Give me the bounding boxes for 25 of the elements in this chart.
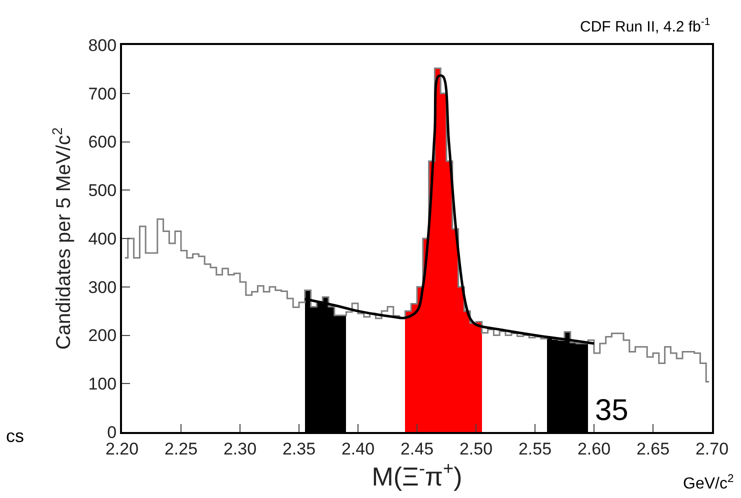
y-tick-label: 400 <box>88 229 117 248</box>
x-tick-label: 2.45 <box>400 439 434 458</box>
x-tick-label: 2.50 <box>459 439 493 458</box>
annotation: 35 <box>595 394 628 427</box>
x-tick-label: 2.70 <box>695 439 729 458</box>
x-tick-label: 2.65 <box>636 439 670 458</box>
x-tick-label: 2.40 <box>341 439 375 458</box>
y-tick-label: 700 <box>88 84 117 104</box>
y-tick-label: 300 <box>88 278 117 297</box>
text: GeV/c$^{2}$ <box>683 473 734 493</box>
text: cs <box>6 426 24 446</box>
x-axis-title: M(Ξ$^{-}$π$^{+}$) <box>372 458 462 492</box>
y-tick-label: 600 <box>88 132 117 152</box>
x-tick-label: 2.35 <box>282 439 316 458</box>
x-tick-label: 2.30 <box>223 439 257 458</box>
y-tick-label: 500 <box>88 181 117 200</box>
x-tick-label: 2.20 <box>105 439 139 458</box>
y-tick-label: 100 <box>88 374 117 394</box>
x-tick-label: 2.25 <box>164 439 198 458</box>
y-tick-label: 0 <box>107 422 117 442</box>
y-tick-label: 800 <box>88 36 117 55</box>
text: CDF Run II, 4.2 fb$^{-1}$ <box>580 16 710 36</box>
y-tick-label: 200 <box>88 326 117 346</box>
x-tick-label: 2.60 <box>577 439 611 458</box>
x-tick-label: 2.55 <box>518 439 552 458</box>
